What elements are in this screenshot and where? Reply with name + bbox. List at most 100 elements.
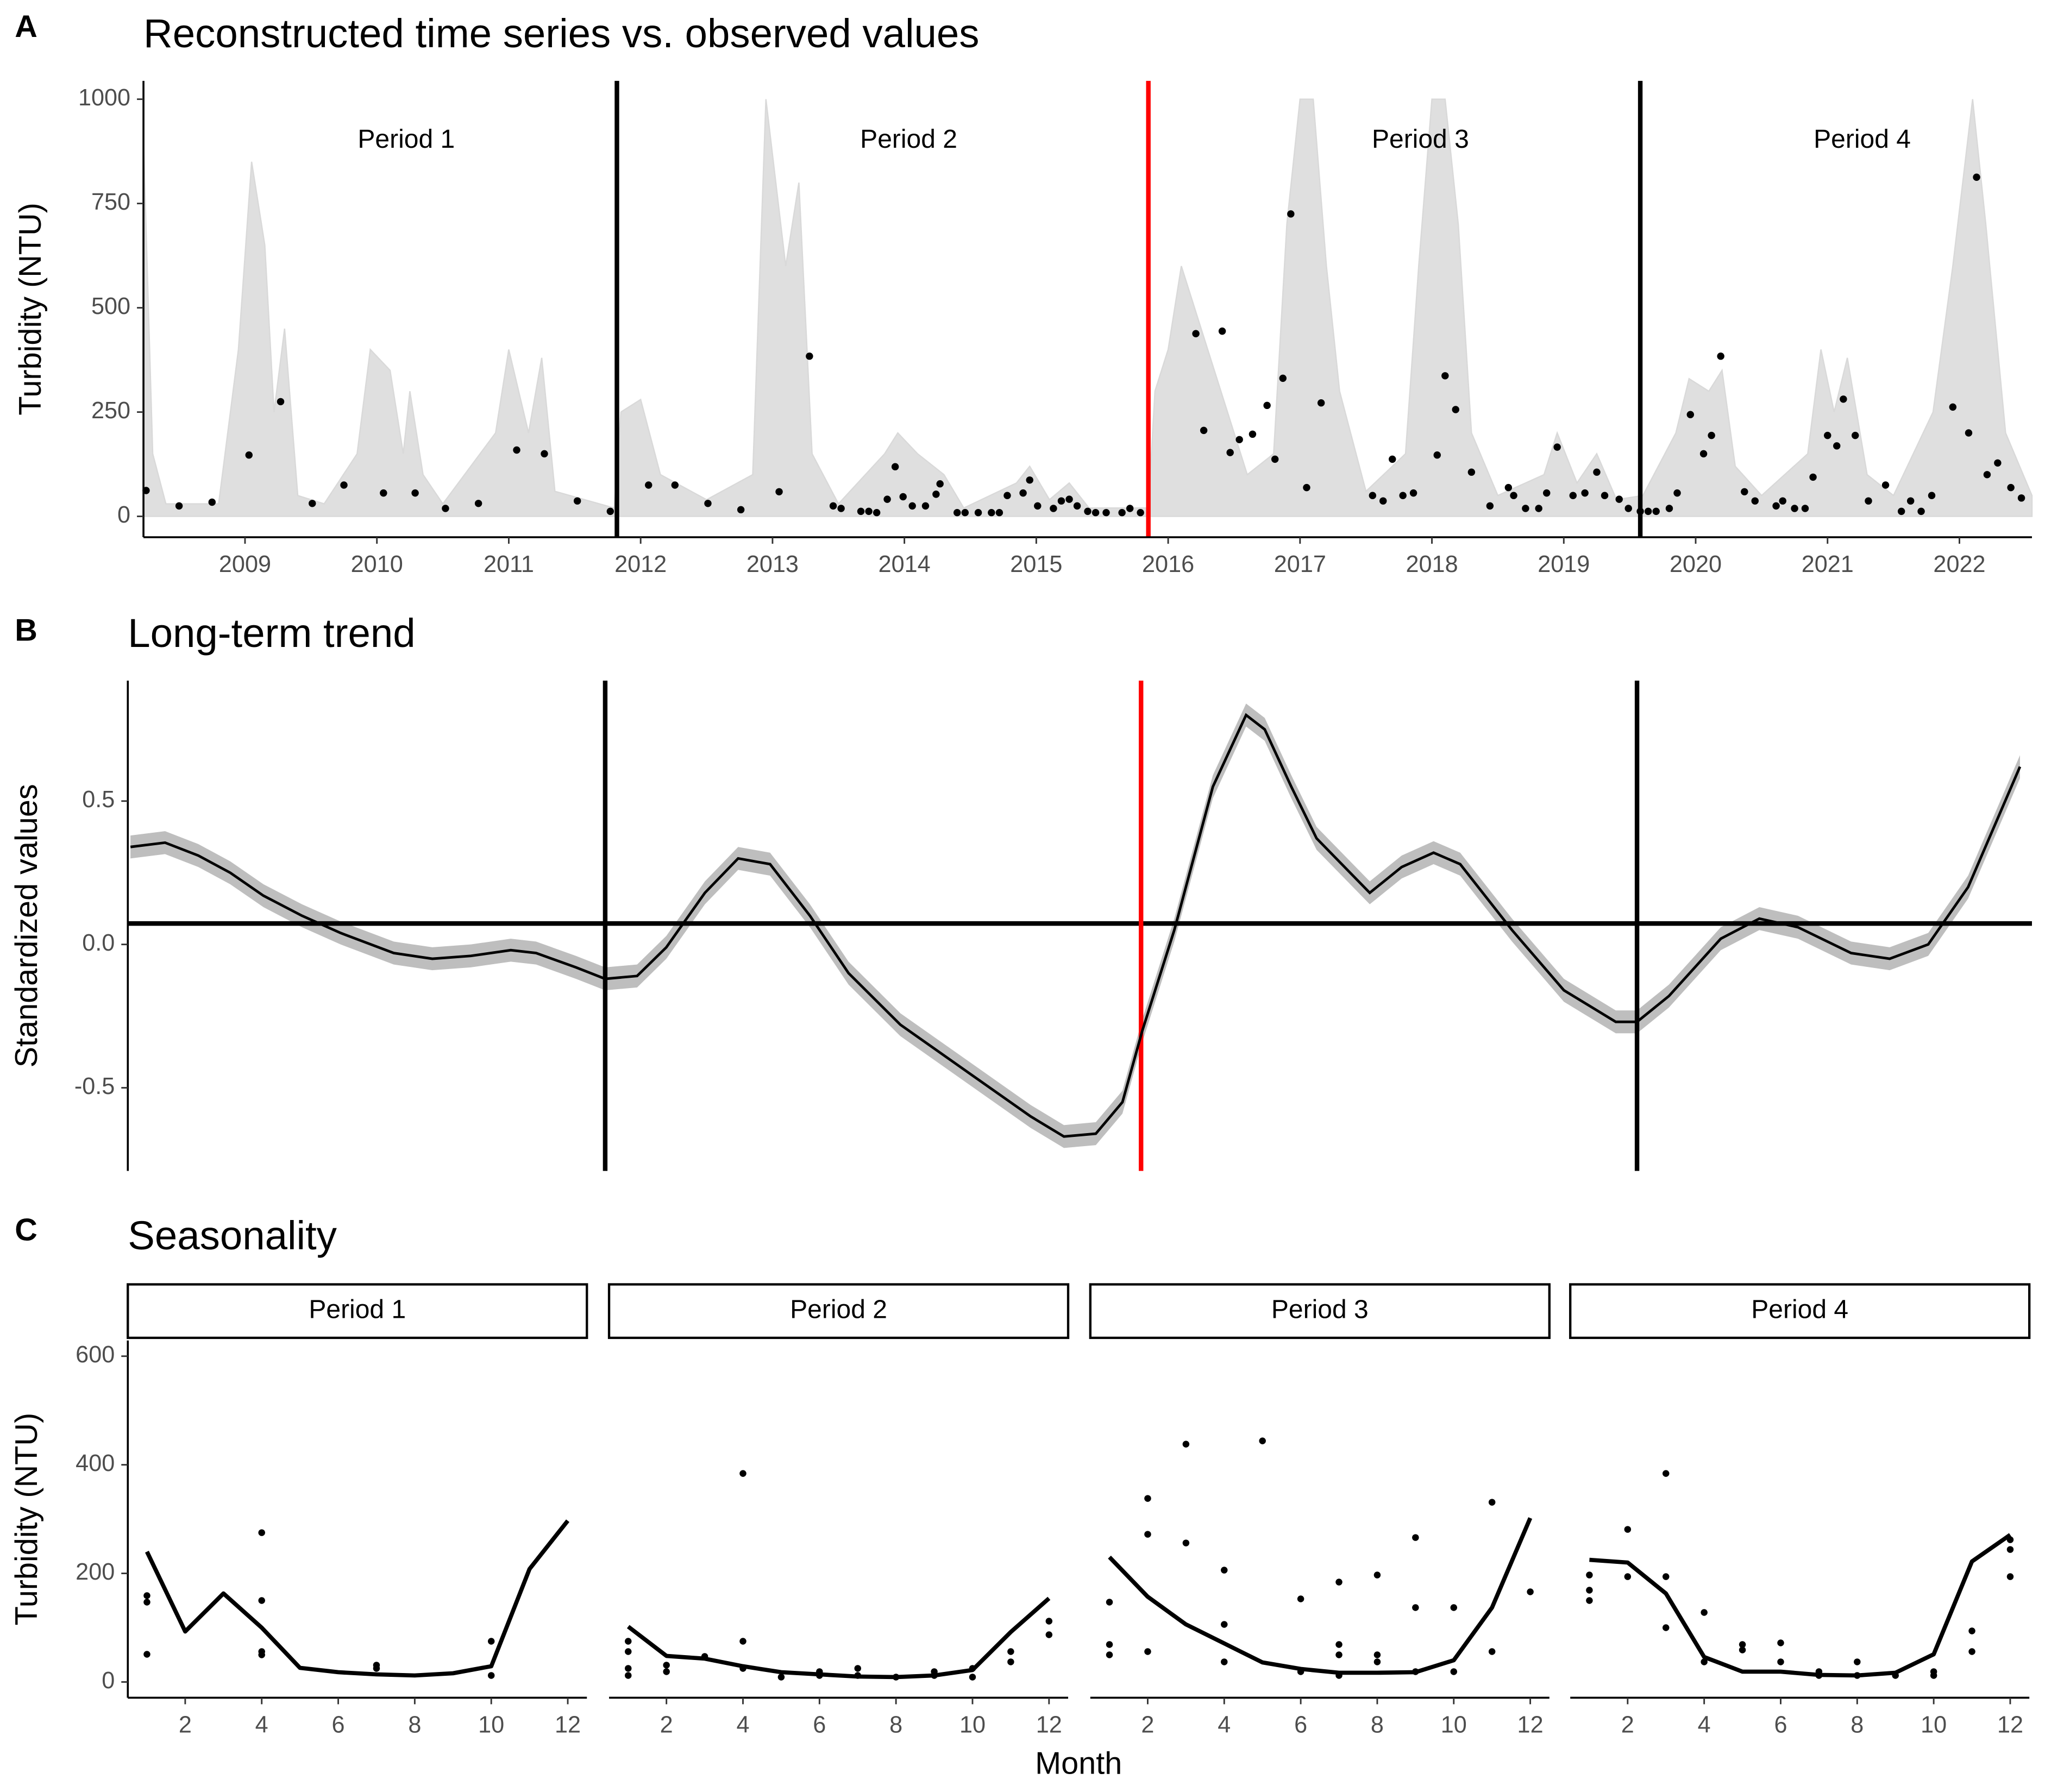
trend-line: [130, 713, 2022, 1138]
observed-point: [1019, 489, 1027, 497]
observed-point: [1433, 451, 1441, 459]
observed-point: [1906, 497, 1915, 505]
observed-point: [1450, 1668, 1458, 1675]
observed-point: [1535, 505, 1542, 512]
x-tick-label: 2022: [1933, 551, 1985, 577]
observed-point: [1106, 1641, 1113, 1648]
observed-point: [1218, 327, 1226, 335]
observed-point: [1271, 455, 1279, 463]
y-tick-label: 500: [91, 293, 130, 319]
observed-point: [309, 500, 316, 507]
facet-strip: [127, 1283, 588, 1340]
observed-point: [908, 502, 916, 510]
observed-point: [175, 502, 183, 510]
observed-point: [2006, 1573, 2014, 1580]
observed-point: [1369, 492, 1377, 499]
observed-point: [1399, 492, 1407, 499]
observed-point: [487, 1638, 495, 1645]
observed-point: [829, 502, 837, 510]
observed-point: [373, 1665, 380, 1672]
observed-point: [1412, 1534, 1419, 1541]
observed-point: [1865, 497, 1872, 505]
observed-point: [1057, 497, 1065, 505]
observed-point: [1636, 507, 1644, 515]
x-tick-label: 2: [1141, 1712, 1154, 1738]
observed-point: [865, 507, 873, 515]
observed-point: [1717, 352, 1724, 360]
observed-point: [340, 481, 348, 489]
observed-point: [1045, 1631, 1053, 1638]
observed-point: [1652, 507, 1660, 515]
x-tick-label: 12: [555, 1712, 581, 1738]
facet-label: Period 4: [1751, 1295, 1848, 1324]
observed-point: [573, 497, 581, 505]
observed-point: [1527, 1588, 1534, 1595]
observed-point: [1137, 508, 1144, 517]
y-axis-title: Turbidity (NTU): [9, 1413, 44, 1626]
observed-point: [737, 506, 745, 514]
x-tick-label: 4: [1218, 1712, 1231, 1738]
observed-point: [625, 1665, 632, 1672]
x-tick-label: 8: [1850, 1712, 1864, 1738]
observed-point: [380, 489, 387, 497]
observed-point: [1791, 505, 1798, 512]
observed-point: [1144, 1648, 1151, 1655]
observed-point: [2007, 483, 2015, 492]
observed-point: [1994, 459, 2002, 467]
observed-point: [1126, 505, 1134, 512]
period-label: Period 2: [860, 125, 957, 154]
x-tick-label: 2015: [1010, 551, 1062, 577]
observed-point: [1917, 507, 1925, 515]
y-axis-title: Standardized values: [9, 784, 44, 1067]
observed-point: [1586, 1587, 1593, 1594]
x-tick-label: 2009: [219, 551, 271, 577]
observed-point: [739, 1470, 747, 1477]
x-tick-label: 10: [959, 1712, 986, 1738]
observed-point: [1586, 1571, 1593, 1579]
observed-point: [1200, 426, 1208, 435]
y-tick-label: 750: [91, 189, 130, 215]
observed-point: [1389, 455, 1396, 463]
facet-label: Period 3: [1271, 1295, 1369, 1324]
observed-point: [1118, 508, 1126, 517]
observed-point: [258, 1529, 265, 1536]
observed-point: [1928, 492, 1936, 499]
observed-point: [1335, 1641, 1343, 1648]
observed-point: [936, 480, 944, 488]
x-tick-label: 2014: [879, 551, 931, 577]
observed-point: [1045, 1618, 1053, 1625]
observed-point: [1297, 1595, 1304, 1602]
y-tick-label: 0.0: [82, 930, 115, 956]
observed-point: [1833, 442, 1841, 450]
x-tick-label: 6: [1294, 1712, 1307, 1738]
observed-point: [873, 508, 881, 517]
y-tick-label: 400: [76, 1450, 115, 1476]
observed-point: [1663, 1573, 1670, 1580]
observed-point: [1221, 1567, 1228, 1574]
observed-point: [1624, 1573, 1632, 1580]
observed-point: [837, 505, 845, 512]
y-tick-label: 0.5: [82, 787, 115, 813]
reconstructed-ensemble: [142, 98, 2033, 517]
y-tick-label: 600: [76, 1342, 115, 1368]
panel-label: B: [15, 613, 37, 647]
observed-point: [1084, 507, 1091, 515]
observed-point: [899, 493, 907, 501]
y-tick-label: 0: [117, 502, 130, 528]
observed-point: [1751, 497, 1759, 505]
observed-point: [258, 1651, 265, 1658]
observed-point: [1686, 411, 1695, 418]
observed-point: [1182, 1539, 1190, 1546]
observed-point: [474, 500, 482, 507]
observed-point: [1522, 505, 1529, 512]
observed-point: [625, 1648, 632, 1655]
x-tick-label: 2: [179, 1712, 192, 1738]
seasonal-line: [1108, 1517, 1533, 1675]
seasonal-line: [626, 1596, 1051, 1680]
observed-point: [1263, 401, 1271, 410]
observed-point: [513, 446, 520, 454]
x-tick-label: 8: [408, 1712, 421, 1738]
observed-point: [208, 498, 216, 506]
observed-point: [1221, 1621, 1228, 1628]
panel-label: A: [15, 9, 37, 44]
